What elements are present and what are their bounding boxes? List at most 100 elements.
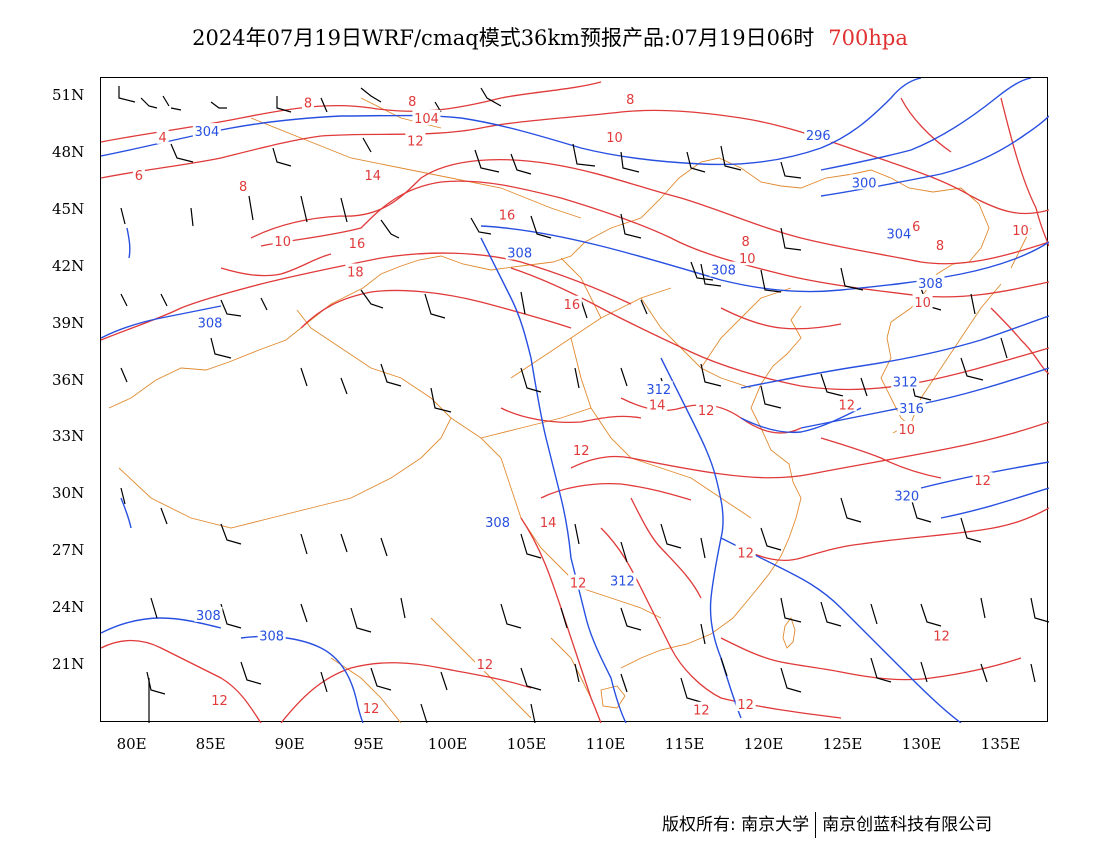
temperature-contour-label-background [538,513,559,529]
temperature-contour-label-background [1010,221,1031,237]
temperature-contour-label: 8 [239,180,247,195]
temperature-contour-label-background [406,92,419,108]
temperature-contour-label-background [361,699,382,715]
temperature-contour-label-background [735,544,756,560]
temperature-contour-label: 14 [364,169,381,184]
china-outer-border [108,157,990,409]
copyright-separator [815,812,817,838]
height-contour-labels: 304 308 308 296 300 304 308 308 312 312 316 308 312 3… [192,123,945,645]
temperature-contour-label-background [696,401,717,417]
height-contour-label: 300 [852,176,877,191]
latitude-label: 21N [52,655,85,674]
height-contour-label: 304 [886,228,911,243]
temperature-contour-labels: 4 6 8 8 104 8 12 10 8 14 10 16 16 18 16 8 10 6 8 10 10 14 12 12… [132,90,1031,719]
height-contour-label: 312 [646,383,671,398]
longitude-label: 80E [116,735,147,753]
temperature-contour-label: 12 [570,577,587,592]
temperature-contour-label-background [132,166,145,182]
hainan-outline [600,685,626,709]
height-contour-label-background [505,244,534,260]
height-contour-label-background [892,487,921,503]
height-contour-label: 308 [259,630,284,645]
border-layer [108,97,1032,723]
height-contour-label-background [192,123,221,139]
longitude-label: 130E [901,735,942,753]
temperature-contour-label: 10 [274,235,291,250]
temperature-contour-label: 10 [1012,224,1029,239]
temperature-contour-label-background [412,109,441,125]
height-contour-label-background [884,225,913,241]
temperature-contour-label: 12 [838,398,855,413]
latitude-label: 30N [52,484,85,503]
temperature-contour-label: 14 [649,398,666,413]
temperature-contour-label-background [346,235,367,251]
longitude-label: 85E [195,735,226,753]
height-contour-label: 308 [918,277,943,292]
temperature-contour-label-background [237,178,250,194]
height-contour-label-background [804,126,833,142]
temperature-contour-label-background [910,217,923,233]
longitude-label: 125E [822,735,863,753]
temperature-contour-label-background [931,627,952,643]
latitude-label: 36N [52,370,85,389]
temperature-contour-label: 16 [499,209,516,224]
height-contour-label-background [916,274,945,290]
temperature-contour-label: 8 [626,93,634,108]
temperature-contour-label-background [972,472,993,488]
temperature-contour-label: 10 [606,131,623,146]
temperature-contour-label: 12 [477,658,494,673]
temperature-contour-label-background [691,701,712,717]
taiwan-outline [782,617,796,649]
tibet-border [118,309,452,529]
copyright-owner: 版权所有: 南京大学 [662,815,810,835]
height-contour-label: 308 [198,317,223,332]
temperature-contour-label: 12 [698,404,715,419]
temperature-contour-label: 18 [347,266,364,281]
temperature-contour-label-background [624,90,637,106]
longitude-label: 105E [506,735,547,753]
korea-border [880,321,914,429]
temperature-contour-label: 12 [974,474,991,489]
temperature-contour-label: 8 [408,95,416,110]
temperature-contour-label: 12 [737,698,754,713]
temperature-contour-label-background [912,293,933,309]
longitude-label: 95E [353,735,384,753]
temperature-contour-label-background [735,696,756,712]
temperature-contour-label-background [345,263,366,279]
temperature-contour-label-background [362,166,383,182]
temperature-contour-label: 12 [573,444,590,459]
temperature-contour-label-background [156,128,169,144]
latitude-label: 48N [52,142,85,161]
latitude-label: 27N [52,541,85,560]
longitude-label: 100E [427,735,468,753]
temperature-contour-label-background [933,236,946,252]
latitude-label: 39N [52,313,85,332]
temperature-contour-label: 10 [899,423,916,438]
longitude-label: 90E [274,735,305,753]
temperature-contour-label-background [737,250,758,266]
temperature-contour-label-background [301,94,314,110]
temperature-contour-label-background [896,420,917,436]
temperature-contour-label: 12 [693,704,710,719]
temperature-contour-label-background [497,206,518,222]
temperature-contour-label: 10 [914,296,931,311]
temperature-contour-label: 12 [407,135,424,150]
temperature-contour-label-background [836,396,857,412]
temperature-contour-label: 16 [564,298,581,313]
temperature-contour-label-background [604,128,625,144]
temperature-contour-label: 12 [933,630,950,645]
temperature-contour-label: 6 [135,169,143,184]
height-contour-layer [101,78,1049,723]
longitude-label: 135E [980,735,1021,753]
height-contour-label-background [483,513,512,529]
longitude-label: 110E [585,735,626,753]
pressure-level-label: 700hpa [828,26,908,50]
height-contour-label: 308 [485,516,510,531]
temperature-contour-layer [101,81,1049,723]
height-contour-label: 304 [194,125,219,140]
temperature-contour-label-background [647,396,668,412]
longitude-label: 120E [743,735,784,753]
height-contour-label-background [257,627,286,643]
province-lines [450,257,792,619]
height-contour-label: 312 [893,376,918,391]
